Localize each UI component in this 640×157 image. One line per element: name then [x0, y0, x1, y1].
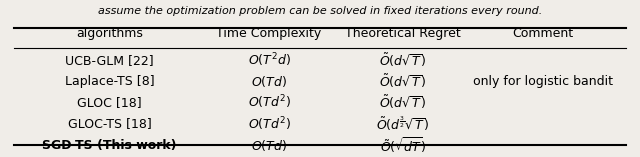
- Text: $\tilde{O}(d\sqrt{T})$: $\tilde{O}(d\sqrt{T})$: [380, 73, 426, 90]
- Text: only for logistic bandit: only for logistic bandit: [473, 75, 613, 88]
- Text: Comment: Comment: [513, 27, 573, 40]
- Text: SGD-TS (This work): SGD-TS (This work): [42, 139, 177, 152]
- Text: $\tilde{O}(d\sqrt{T})$: $\tilde{O}(d\sqrt{T})$: [380, 94, 426, 111]
- Text: UCB-GLM [22]: UCB-GLM [22]: [65, 54, 154, 67]
- Text: assume the optimization problem can be solved in fixed iterations every round.: assume the optimization problem can be s…: [98, 6, 542, 16]
- Text: Time Complexity: Time Complexity: [216, 27, 322, 40]
- Text: GLOC [18]: GLOC [18]: [77, 96, 142, 109]
- Text: Theoretical Regret: Theoretical Regret: [345, 27, 461, 40]
- Text: Laplace-TS [8]: Laplace-TS [8]: [65, 75, 154, 88]
- Text: $O(T^2d)$: $O(T^2d)$: [248, 51, 291, 69]
- Text: $O(Td)$: $O(Td)$: [251, 74, 287, 89]
- Text: $O(Td^2)$: $O(Td^2)$: [248, 115, 291, 133]
- Text: $\tilde{O}(d\sqrt{T})$: $\tilde{O}(d\sqrt{T})$: [380, 51, 426, 69]
- Text: $O(Td^2)$: $O(Td^2)$: [248, 94, 291, 111]
- Text: algorithms: algorithms: [76, 27, 143, 40]
- Text: $\tilde{O}(\sqrt{dT})$: $\tilde{O}(\sqrt{dT})$: [380, 135, 426, 155]
- Text: $O(Td)$: $O(Td)$: [251, 138, 287, 153]
- Text: GLOC-TS [18]: GLOC-TS [18]: [68, 117, 152, 130]
- Text: $\tilde{O}(d^{\frac{3}{2}}\sqrt{T})$: $\tilde{O}(d^{\frac{3}{2}}\sqrt{T})$: [376, 115, 429, 133]
